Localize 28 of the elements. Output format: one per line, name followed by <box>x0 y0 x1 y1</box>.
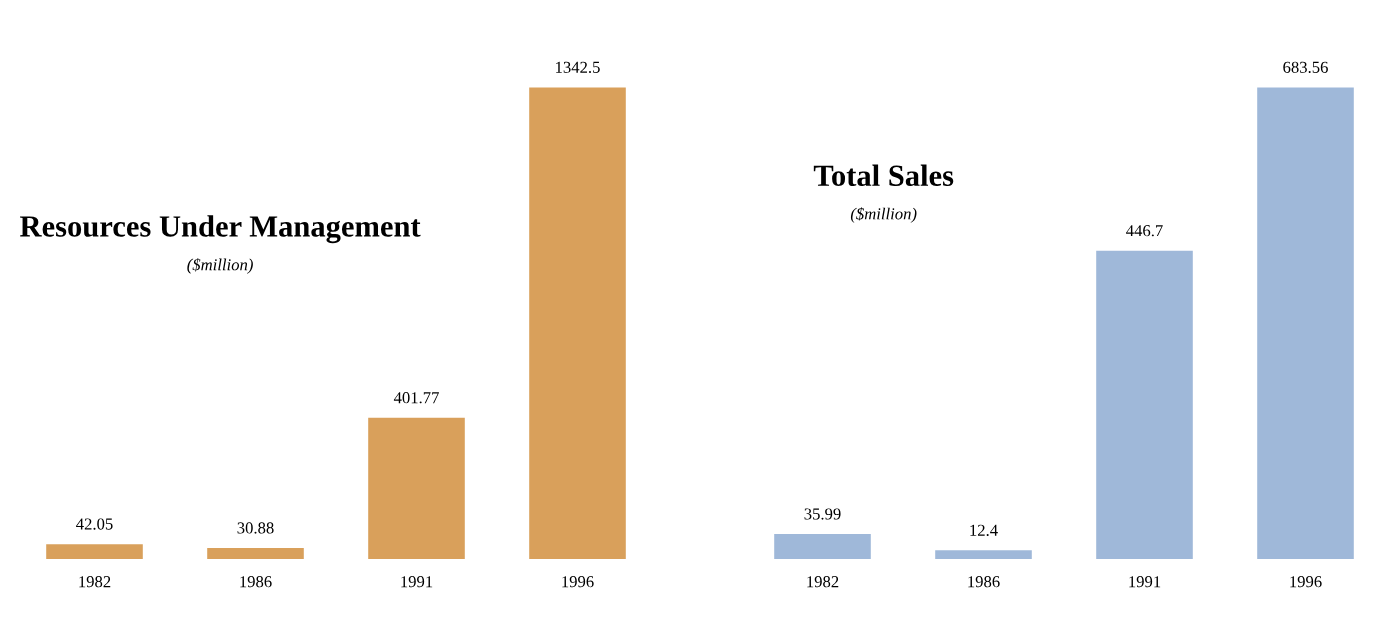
data-label: 446.7 <box>1126 225 1163 237</box>
x-tick-label: 1996 <box>562 576 594 588</box>
x-tick-label: 1991 <box>401 576 433 588</box>
x-tick-label: 1996 <box>1290 576 1322 588</box>
x-tick-label: 1986 <box>240 576 272 588</box>
x-tick-label: 1991 <box>1129 576 1161 588</box>
data-label: 12.4 <box>970 524 998 536</box>
x-tick-label: 1982 <box>807 576 839 588</box>
data-label: 30.88 <box>237 522 274 534</box>
data-label: 42.05 <box>76 518 113 530</box>
data-label: 35.99 <box>804 508 841 520</box>
text: ($million) <box>187 258 253 274</box>
bar <box>1096 250 1193 559</box>
data-label: 683.56 <box>1283 61 1328 73</box>
bar <box>935 550 1032 559</box>
bar <box>368 417 465 559</box>
x-tick-label: 1986 <box>968 576 1000 588</box>
bar <box>46 544 143 559</box>
bar <box>1257 87 1354 559</box>
data-label: 1342.5 <box>556 61 600 73</box>
bar <box>207 548 304 559</box>
text: ($million) <box>850 207 917 223</box>
text: Total Sales <box>813 164 954 187</box>
bar <box>774 534 871 559</box>
x-tick-label: 1982 <box>79 576 111 588</box>
text: Resources Under Management <box>20 215 421 244</box>
bar <box>529 87 626 559</box>
data-label: 401.77 <box>393 392 439 404</box>
